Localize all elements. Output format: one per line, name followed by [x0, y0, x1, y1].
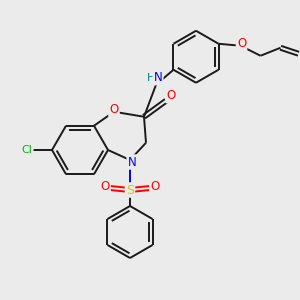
Text: N: N [128, 155, 136, 169]
Text: O: O [237, 37, 246, 50]
Text: H: H [147, 73, 155, 83]
Text: O: O [150, 181, 160, 194]
Text: O: O [110, 103, 118, 116]
Text: O: O [167, 89, 176, 102]
Text: Cl: Cl [22, 145, 32, 155]
Text: N: N [154, 71, 162, 84]
Text: O: O [100, 181, 109, 194]
Text: S: S [126, 184, 134, 196]
